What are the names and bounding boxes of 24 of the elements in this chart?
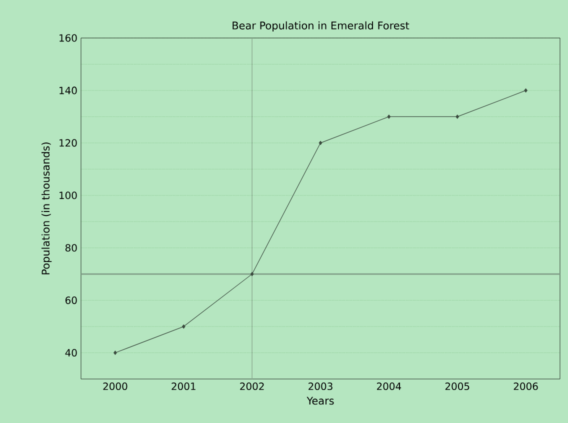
y-tick-label: 120 (60, 139, 77, 147)
y-tick-label: 60 (66, 296, 77, 304)
point (524, 88, 528, 93)
chart-title: Bear Population in Emerald Forest (232, 21, 410, 32)
y-tick-label: 40 (65, 348, 77, 357)
y-axis-title: Population (in thousands) (42, 142, 52, 274)
x-tick-label: 2003 (308, 382, 332, 390)
x-tick-label: 2006 (514, 382, 538, 390)
y-tick-label: 80 (65, 244, 77, 252)
point (387, 114, 391, 119)
x-tick-label: 2004 (376, 382, 402, 390)
y-tick-label: 100 (60, 192, 77, 200)
x-tick-label: 2005 (445, 382, 470, 390)
x-tick-label: 2002 (240, 382, 264, 390)
point (182, 324, 186, 329)
x-axis-title: Years (306, 396, 334, 405)
x-tick-label: 2001 (172, 382, 196, 390)
point (250, 272, 254, 276)
point (318, 140, 322, 146)
y-tick-label: 140 (60, 86, 77, 94)
y-tick-label: 160 (60, 34, 77, 42)
point (114, 350, 117, 355)
point (456, 114, 459, 119)
x-tick-label: 2000 (103, 382, 128, 390)
